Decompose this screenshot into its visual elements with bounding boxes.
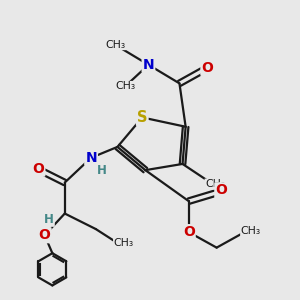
Text: O: O — [183, 225, 195, 239]
Text: CH₃: CH₃ — [205, 179, 225, 189]
Text: CH₃: CH₃ — [115, 82, 135, 92]
Text: S: S — [137, 110, 148, 125]
Text: O: O — [215, 183, 227, 197]
Text: O: O — [201, 61, 213, 75]
Text: O: O — [39, 228, 51, 242]
Text: O: O — [32, 162, 44, 176]
Text: CH₃: CH₃ — [106, 40, 126, 50]
Text: CH₃: CH₃ — [241, 226, 261, 236]
Text: H: H — [44, 213, 54, 226]
Text: N: N — [142, 58, 154, 72]
Text: N: N — [85, 151, 97, 165]
Text: CH₃: CH₃ — [114, 238, 134, 248]
Text: H: H — [97, 164, 107, 177]
